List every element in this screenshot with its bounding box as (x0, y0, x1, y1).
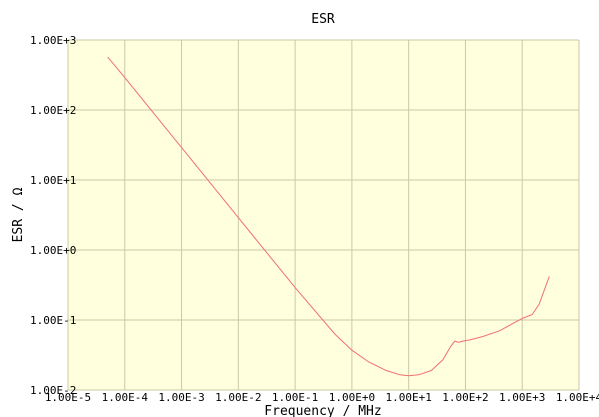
x-axis-label: Frequency / MHz (264, 404, 381, 417)
x-tick-label: 1.00E+3 (499, 391, 545, 404)
x-tick-label: 1.00E-1 (272, 391, 318, 404)
x-tick-label: 1.00E-2 (215, 391, 261, 404)
y-axis-label: ESR / Ω (11, 187, 26, 242)
x-tick-label: 1.00E-4 (102, 391, 149, 404)
y-tick-label: 1.00E-1 (30, 314, 76, 327)
y-tick-label: 1.00E+3 (30, 34, 76, 47)
y-tick-label: 1.00E+1 (30, 174, 76, 187)
chart-title: ESR (311, 12, 335, 27)
x-tick-label: 1.00E+1 (385, 391, 431, 404)
grid-lines (67, 39, 580, 391)
x-tick-label: 1.00E-5 (45, 391, 91, 404)
esr-curve (107, 56, 550, 377)
x-tick-label: 1.00E-3 (158, 391, 204, 404)
x-tick-label: 1.00E+4 (556, 391, 599, 404)
y-tick-label: 1.00E+0 (30, 244, 76, 257)
plot-area (68, 40, 579, 390)
x-tick-label: 1.00E+0 (329, 391, 375, 404)
x-axis-ticks: 1.00E-5 1.00E-4 1.00E-3 1.00E-2 1.00E-1 1.00E… (45, 391, 599, 404)
y-axis-ticks: 1.00E+3 1.00E+2 1.00E+1 1.00E+0 1.00E-1 1.00E… (30, 34, 76, 397)
x-tick-label: 1.00E+2 (442, 391, 488, 404)
y-tick-label: 1.00E-2 (30, 384, 76, 397)
y-tick-label: 1.00E+2 (30, 104, 76, 117)
